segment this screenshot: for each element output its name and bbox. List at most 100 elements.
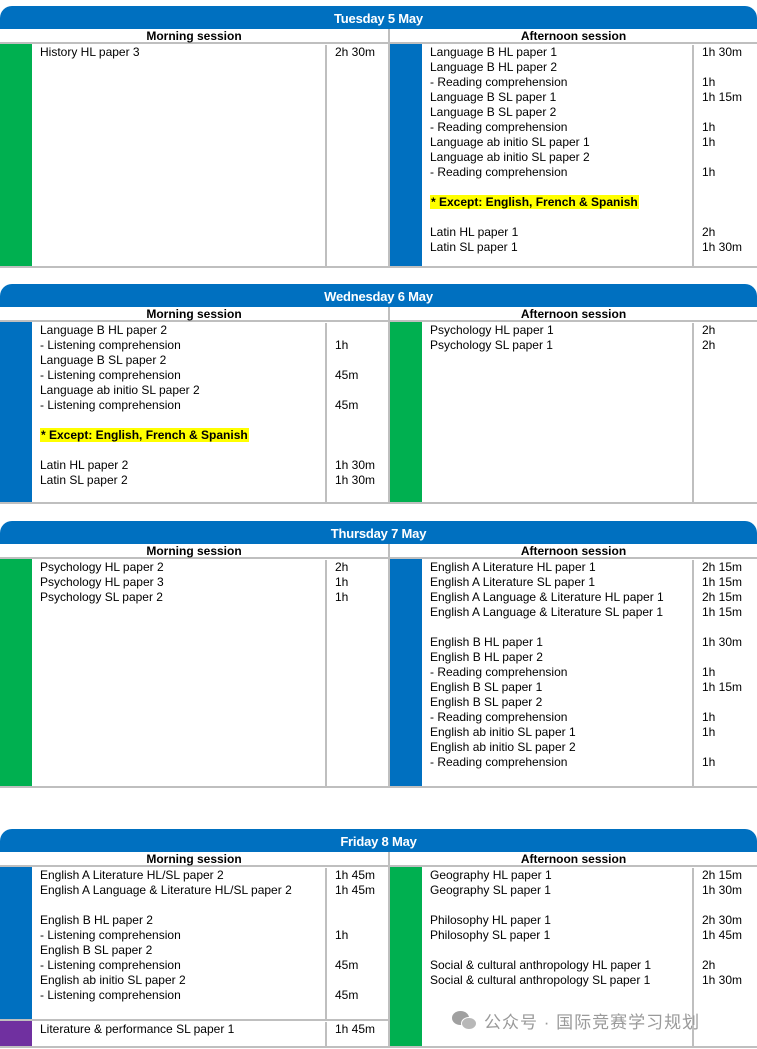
exam-duration: 1h 30m bbox=[325, 473, 388, 488]
exam-duration: 2h bbox=[325, 560, 388, 575]
paper-name: Geography HL paper 1 bbox=[430, 868, 552, 882]
exam-row: - Listening comprehension 1h bbox=[32, 338, 388, 353]
exam-row: Language B SL paper 2 bbox=[32, 353, 388, 368]
day-title: Tuesday 5 May bbox=[0, 6, 757, 29]
paper-name: Psychology HL paper 3 bbox=[40, 575, 164, 589]
day-section: Thursday 7 May Morning session Afternoon… bbox=[0, 521, 757, 788]
exam-row: Philosophy SL paper 1 1h 45m bbox=[422, 928, 757, 943]
subject-group-color-bar bbox=[0, 559, 32, 786]
exam-paper: English B SL paper 2 bbox=[32, 943, 325, 958]
exam-duration: 1h bbox=[692, 755, 757, 770]
paper-name: - Reading comprehension bbox=[430, 710, 568, 724]
paper-name: - Listening comprehension bbox=[40, 958, 181, 972]
highlight-note: * Except: English, French & Spanish bbox=[40, 428, 249, 442]
exam-paper bbox=[32, 413, 325, 428]
exam-row: Social & cultural anthropology SL paper … bbox=[422, 973, 757, 988]
exam-duration: 45m bbox=[325, 368, 388, 383]
paper-name: Latin HL paper 1 bbox=[430, 225, 519, 239]
paper-name: - Reading comprehension bbox=[430, 120, 568, 134]
exam-paper: Social & cultural anthropology SL paper … bbox=[422, 973, 692, 988]
exam-paper: Philosophy SL paper 1 bbox=[422, 928, 692, 943]
exam-duration: 1h bbox=[692, 710, 757, 725]
exam-duration: 1h 15m bbox=[692, 90, 757, 105]
exam-paper: English A Literature SL paper 1 bbox=[422, 575, 692, 590]
exam-duration bbox=[325, 443, 388, 458]
exam-duration: 1h 30m bbox=[692, 635, 757, 650]
exam-paper: - Reading comprehension bbox=[422, 710, 692, 725]
exam-row: Language ab initio SL paper 1 1h bbox=[422, 135, 757, 150]
exam-paper: Geography HL paper 1 bbox=[422, 868, 692, 883]
exam-duration bbox=[692, 150, 757, 165]
exam-row: English A Literature HL/SL paper 2 1h 45… bbox=[32, 868, 388, 883]
paper-name: English B SL paper 1 bbox=[430, 680, 543, 694]
exam-duration: 1h 30m bbox=[692, 973, 757, 988]
exam-duration bbox=[692, 195, 757, 210]
exam-row: English B SL paper 1 1h 15m bbox=[422, 680, 757, 695]
day-title: Friday 8 May bbox=[0, 829, 757, 852]
paper-name: Psychology HL paper 2 bbox=[40, 560, 164, 574]
exam-duration: 1h bbox=[692, 120, 757, 135]
exam-duration: 2h bbox=[692, 323, 757, 338]
exam-row: Geography SL paper 1 1h 30m bbox=[422, 883, 757, 898]
day-title: Thursday 7 May bbox=[0, 521, 757, 544]
paper-name: English B HL paper 2 bbox=[40, 913, 153, 927]
exam-duration: 1h 15m bbox=[692, 605, 757, 620]
exam-paper: - Listening comprehension bbox=[32, 398, 325, 413]
subject-group-color-bar bbox=[390, 44, 422, 266]
paper-name: - Listening comprehension bbox=[40, 928, 181, 942]
subject-group-color-bar bbox=[0, 322, 32, 502]
exam-row: English B SL paper 2 bbox=[32, 943, 388, 958]
exam-paper: - Reading comprehension bbox=[422, 75, 692, 90]
watermark: 公众号 · 国际竞赛学习规划 bbox=[452, 1008, 700, 1033]
paper-name: English A Literature HL paper 1 bbox=[430, 560, 596, 574]
day-section: Wednesday 6 May Morning session Afternoo… bbox=[0, 284, 757, 504]
exam-row: English A Literature SL paper 1 1h 15m bbox=[422, 575, 757, 590]
paper-name: Geography SL paper 1 bbox=[430, 883, 551, 897]
exam-row: Social & cultural anthropology HL paper … bbox=[422, 958, 757, 973]
exam-paper: English B HL paper 2 bbox=[32, 913, 325, 928]
paper-name: English B SL paper 2 bbox=[40, 943, 153, 957]
exam-paper: - Listening comprehension bbox=[32, 928, 325, 943]
exam-duration: 1h 45m bbox=[692, 928, 757, 943]
exam-duration: 1h 30m bbox=[692, 883, 757, 898]
exam-row: English A Literature HL paper 1 2h 15m bbox=[422, 560, 757, 575]
exam-row: English ab initio SL paper 2 bbox=[422, 740, 757, 755]
exam-row bbox=[32, 898, 388, 913]
exam-duration bbox=[692, 105, 757, 120]
exam-block: Psychology HL paper 2 2h Psychology HL p… bbox=[0, 559, 388, 786]
paper-name: English ab initio SL paper 1 bbox=[430, 725, 576, 739]
exam-row: Language B HL paper 2 bbox=[422, 60, 757, 75]
subject-group-color-bar bbox=[0, 867, 32, 1019]
exam-row: Language B HL paper 1 1h 30m bbox=[422, 45, 757, 60]
exam-paper: - Reading comprehension bbox=[422, 755, 692, 770]
exam-row: Latin HL paper 1 2h bbox=[422, 225, 757, 240]
exam-paper: Language B SL paper 2 bbox=[422, 105, 692, 120]
exam-duration: 2h 30m bbox=[692, 913, 757, 928]
exam-duration: 1h bbox=[325, 338, 388, 353]
exam-row: - Reading comprehension 1h bbox=[422, 755, 757, 770]
exam-row: Psychology SL paper 1 2h bbox=[422, 338, 757, 353]
paper-name: - Listening comprehension bbox=[40, 398, 181, 412]
exam-duration bbox=[692, 740, 757, 755]
exam-paper: Literature & performance SL paper 1 bbox=[32, 1022, 325, 1037]
morning-session-header: Morning session bbox=[0, 29, 390, 43]
exam-duration bbox=[325, 898, 388, 913]
morning-session: Psychology HL paper 2 2h Psychology HL p… bbox=[0, 559, 390, 786]
exam-paper: - Listening comprehension bbox=[32, 368, 325, 383]
paper-name: Social & cultural anthropology SL paper … bbox=[430, 973, 651, 987]
exam-block: History HL paper 3 2h 30m bbox=[0, 44, 388, 266]
exam-duration bbox=[325, 323, 388, 338]
exam-paper: Social & cultural anthropology HL paper … bbox=[422, 958, 692, 973]
exam-row bbox=[32, 443, 388, 458]
exam-paper bbox=[32, 898, 325, 913]
exam-row: History HL paper 3 2h 30m bbox=[32, 45, 388, 60]
afternoon-session-header: Afternoon session bbox=[520, 29, 627, 43]
exam-row: English ab initio SL paper 2 bbox=[32, 973, 388, 988]
paper-name: Psychology SL paper 1 bbox=[430, 338, 553, 352]
paper-name: - Reading comprehension bbox=[430, 165, 568, 179]
morning-session: English A Literature HL/SL paper 2 1h 45… bbox=[0, 867, 390, 1046]
exam-duration: 2h bbox=[692, 958, 757, 973]
exam-duration: 1h bbox=[692, 725, 757, 740]
exam-paper: English ab initio SL paper 2 bbox=[32, 973, 325, 988]
exam-paper: - Reading comprehension bbox=[422, 120, 692, 135]
